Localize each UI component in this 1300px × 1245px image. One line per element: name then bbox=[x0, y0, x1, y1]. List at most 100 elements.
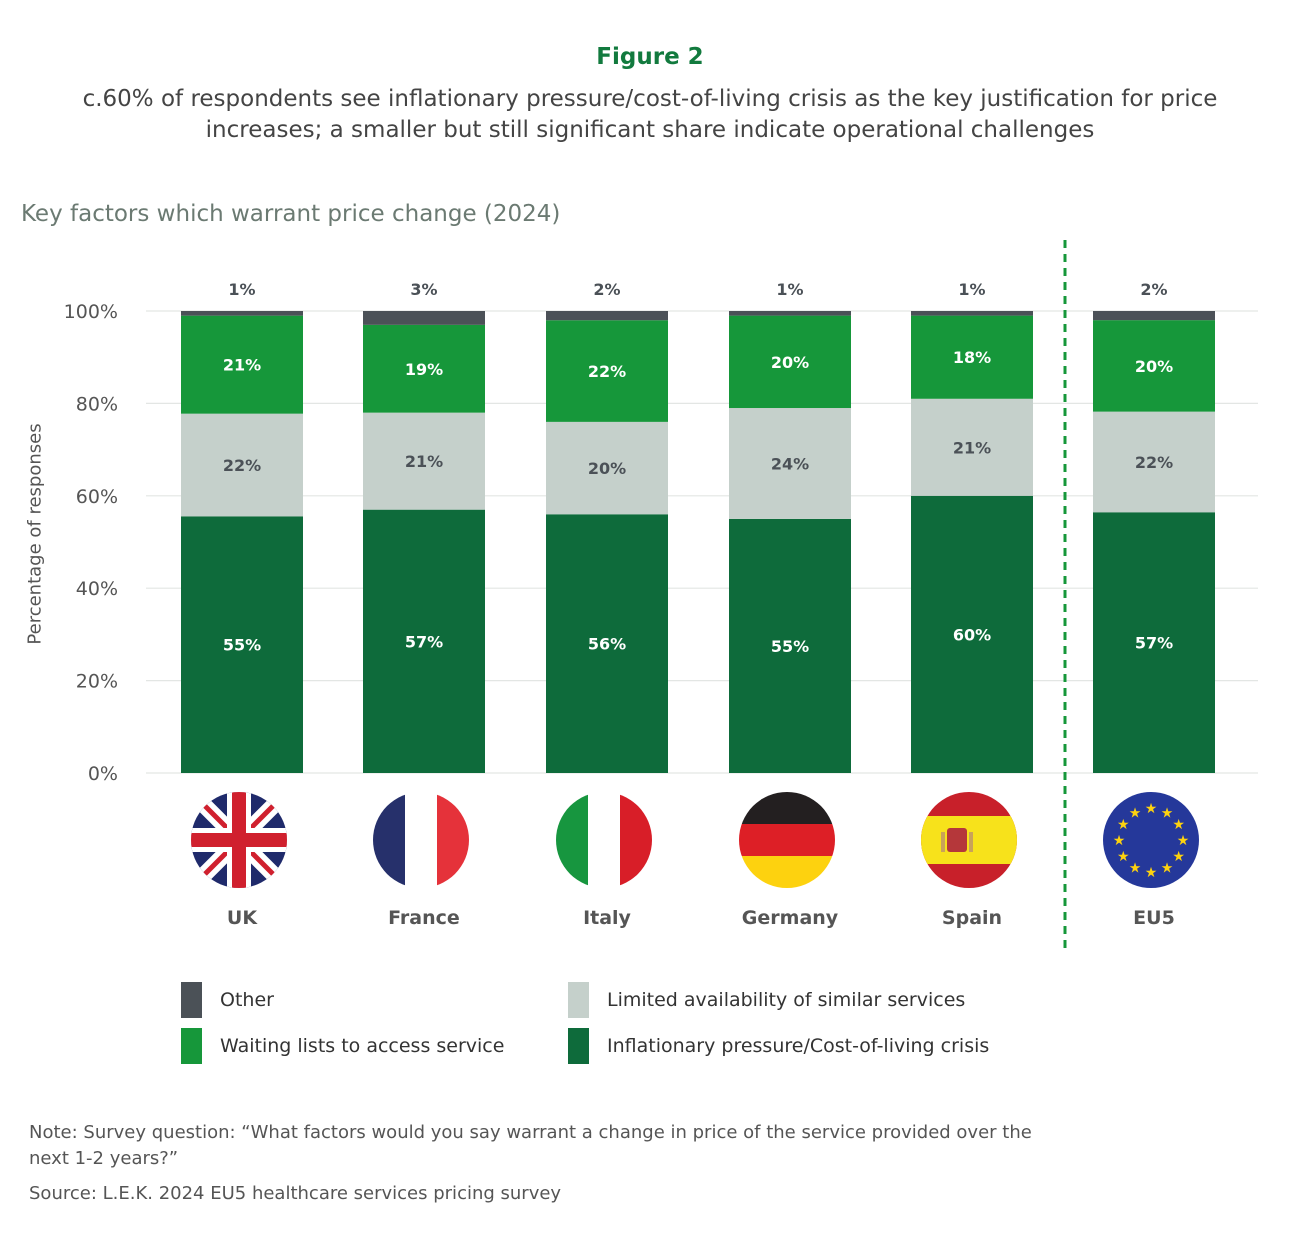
y-tick-label: 20% bbox=[76, 671, 118, 693]
bar-segment bbox=[729, 408, 851, 519]
eu-flag-icon-part: ★ bbox=[1161, 861, 1174, 877]
bar-segment bbox=[911, 315, 1033, 399]
bar-segment bbox=[546, 514, 668, 773]
bar-segment bbox=[546, 320, 668, 422]
data-label: 24% bbox=[771, 454, 809, 473]
legend-item-limited-availability: Limited availability of similar services bbox=[568, 982, 965, 1018]
figure-subtitle: c.60% of respondents see inflationary pr… bbox=[82, 86, 1218, 143]
eu-flag-icon-part: ★ bbox=[1172, 817, 1185, 833]
eu-flag-icon-part: ★ bbox=[1117, 849, 1130, 865]
figure-label: Figure 2 bbox=[596, 44, 704, 70]
data-label: 57% bbox=[1135, 634, 1173, 653]
eu-flag-icon-part: ★ bbox=[1129, 805, 1142, 821]
legend-label: Limited availability of similar services bbox=[607, 989, 966, 1011]
data-label: 20% bbox=[1135, 357, 1173, 376]
spain-flag-icon bbox=[921, 792, 1017, 888]
category-label: UK bbox=[227, 907, 258, 929]
bar-segment bbox=[1093, 411, 1215, 513]
legend-swatch bbox=[181, 1028, 202, 1064]
data-label: 55% bbox=[771, 637, 809, 656]
bar-segment bbox=[729, 518, 851, 773]
data-label: 1% bbox=[228, 280, 255, 299]
france-flag-icon-part bbox=[437, 792, 469, 888]
bar-segment bbox=[363, 412, 485, 510]
data-label: 2% bbox=[1140, 280, 1167, 299]
spain-flag-icon-part bbox=[941, 832, 945, 852]
eu-flag-icon-part: ★ bbox=[1117, 817, 1130, 833]
category-label: Italy bbox=[583, 907, 631, 929]
bar-segment bbox=[363, 311, 485, 325]
y-tick-label: 60% bbox=[76, 486, 118, 508]
category-label: Germany bbox=[742, 907, 839, 929]
germany-flag-icon bbox=[739, 792, 835, 888]
legend-swatch bbox=[181, 982, 202, 1018]
france-flag-icon-part bbox=[405, 792, 437, 888]
bar-segment bbox=[729, 315, 851, 409]
bar-segment bbox=[181, 311, 303, 316]
data-label: 21% bbox=[223, 356, 261, 375]
eu-flag-icon-part: ★ bbox=[1113, 833, 1126, 849]
bar-segment bbox=[181, 516, 303, 773]
bar-segment bbox=[363, 324, 485, 413]
eu-flag-icon-part bbox=[1103, 792, 1199, 888]
legend-item-inflationary-pressure: Inflationary pressure/Cost-of-living cri… bbox=[568, 1028, 989, 1064]
spain-flag-icon-part bbox=[969, 832, 973, 852]
legend-item-other: Other bbox=[181, 982, 274, 1018]
data-label: 22% bbox=[588, 362, 626, 381]
data-label: 2% bbox=[593, 280, 620, 299]
y-tick-label: 40% bbox=[76, 578, 118, 600]
eu-flag-icon-part: ★ bbox=[1161, 805, 1174, 821]
italy-flag-icon-part bbox=[556, 792, 588, 888]
legend-swatch bbox=[568, 1028, 589, 1064]
bar-segment bbox=[911, 311, 1033, 316]
germany-flag-icon-part bbox=[739, 792, 835, 824]
legend-label: Other bbox=[220, 989, 274, 1011]
data-label: 3% bbox=[410, 280, 437, 299]
eu-flag-icon-part: ★ bbox=[1145, 865, 1158, 881]
source-note: Source: L.E.K. 2024 EU5 healthcare servi… bbox=[29, 1183, 562, 1204]
y-tick-label: 80% bbox=[76, 393, 118, 415]
bar-segment bbox=[1093, 311, 1215, 321]
legend-item-waiting-lists: Waiting lists to access service bbox=[181, 1028, 504, 1064]
category-label: France bbox=[388, 907, 460, 929]
eu-flag-icon: ★ ★★★★★★★★★★★ bbox=[1103, 792, 1199, 888]
data-label: 22% bbox=[1135, 453, 1173, 472]
y-tick-label: 100% bbox=[64, 301, 118, 323]
data-label: 22% bbox=[223, 456, 261, 475]
data-label: 19% bbox=[405, 360, 443, 379]
germany-flag-icon-part bbox=[739, 824, 835, 856]
spain-flag-icon-part bbox=[947, 828, 967, 852]
uk-flag-icon-part bbox=[191, 833, 287, 847]
data-label: 1% bbox=[776, 280, 803, 299]
bar-segment bbox=[911, 495, 1033, 773]
data-label: 57% bbox=[405, 632, 443, 651]
data-label: 21% bbox=[405, 452, 443, 471]
italy-flag-icon bbox=[556, 792, 652, 888]
legend-label: Waiting lists to access service bbox=[220, 1035, 505, 1057]
eu-flag-icon-part: ★ bbox=[1172, 849, 1185, 865]
bar-segment bbox=[363, 509, 485, 773]
bar-segment bbox=[911, 398, 1033, 496]
eu-flag-icon-part: ★ bbox=[1145, 801, 1158, 817]
bar-segment bbox=[546, 421, 668, 515]
germany-flag-icon-part bbox=[739, 856, 835, 888]
bar-segment bbox=[181, 413, 303, 517]
bar-segment bbox=[1093, 320, 1215, 412]
footnote: Note: Survey question: “What factors wou… bbox=[29, 1122, 1032, 1169]
legend-swatch bbox=[568, 982, 589, 1018]
eu-flag-icon-part: ★ bbox=[1129, 861, 1142, 877]
data-label: 20% bbox=[771, 353, 809, 372]
legend-label: Inflationary pressure/Cost-of-living cri… bbox=[607, 1035, 990, 1057]
bar-segment bbox=[1093, 512, 1215, 773]
france-flag-icon bbox=[373, 792, 469, 888]
eu-flag-icon-part: ★ bbox=[1177, 833, 1190, 849]
data-label: 60% bbox=[953, 625, 991, 644]
bar-segment bbox=[729, 311, 851, 316]
uk-flag-icon bbox=[191, 792, 287, 888]
data-label: 56% bbox=[588, 635, 626, 654]
bar-segment bbox=[546, 311, 668, 321]
italy-flag-icon-part bbox=[588, 792, 620, 888]
france-flag-icon-part bbox=[373, 792, 405, 888]
y-tick-label: 0% bbox=[88, 763, 118, 785]
